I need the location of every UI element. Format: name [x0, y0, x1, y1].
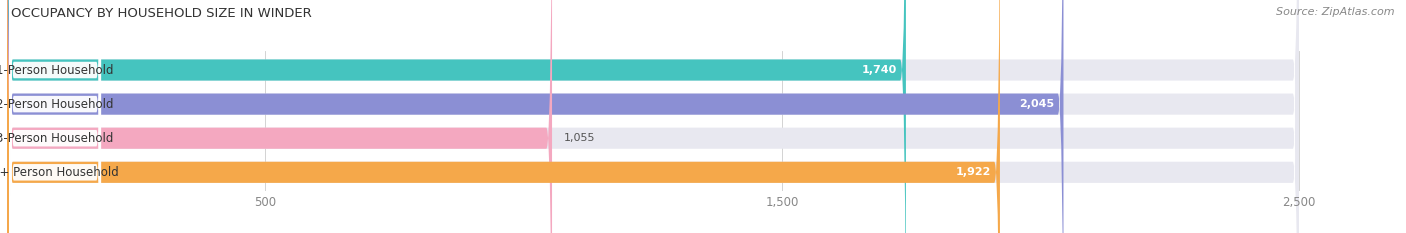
- FancyBboxPatch shape: [7, 0, 1299, 233]
- Text: 4+ Person Household: 4+ Person Household: [0, 166, 118, 179]
- Text: 1,740: 1,740: [862, 65, 897, 75]
- Text: 1,922: 1,922: [955, 167, 991, 177]
- FancyBboxPatch shape: [7, 0, 1299, 233]
- FancyBboxPatch shape: [7, 0, 1000, 233]
- FancyBboxPatch shape: [8, 0, 101, 233]
- Text: 1,055: 1,055: [564, 133, 595, 143]
- FancyBboxPatch shape: [8, 0, 101, 233]
- FancyBboxPatch shape: [7, 0, 553, 233]
- Text: OCCUPANCY BY HOUSEHOLD SIZE IN WINDER: OCCUPANCY BY HOUSEHOLD SIZE IN WINDER: [11, 7, 312, 20]
- Text: 2-Person Household: 2-Person Household: [0, 98, 114, 111]
- FancyBboxPatch shape: [7, 0, 1063, 233]
- FancyBboxPatch shape: [7, 0, 905, 233]
- FancyBboxPatch shape: [8, 0, 101, 233]
- FancyBboxPatch shape: [7, 0, 1299, 233]
- FancyBboxPatch shape: [8, 0, 101, 233]
- Text: 3-Person Household: 3-Person Household: [0, 132, 114, 145]
- Text: 2,045: 2,045: [1019, 99, 1054, 109]
- Text: Source: ZipAtlas.com: Source: ZipAtlas.com: [1277, 7, 1395, 17]
- FancyBboxPatch shape: [7, 0, 1299, 233]
- Text: 1-Person Household: 1-Person Household: [0, 64, 114, 76]
